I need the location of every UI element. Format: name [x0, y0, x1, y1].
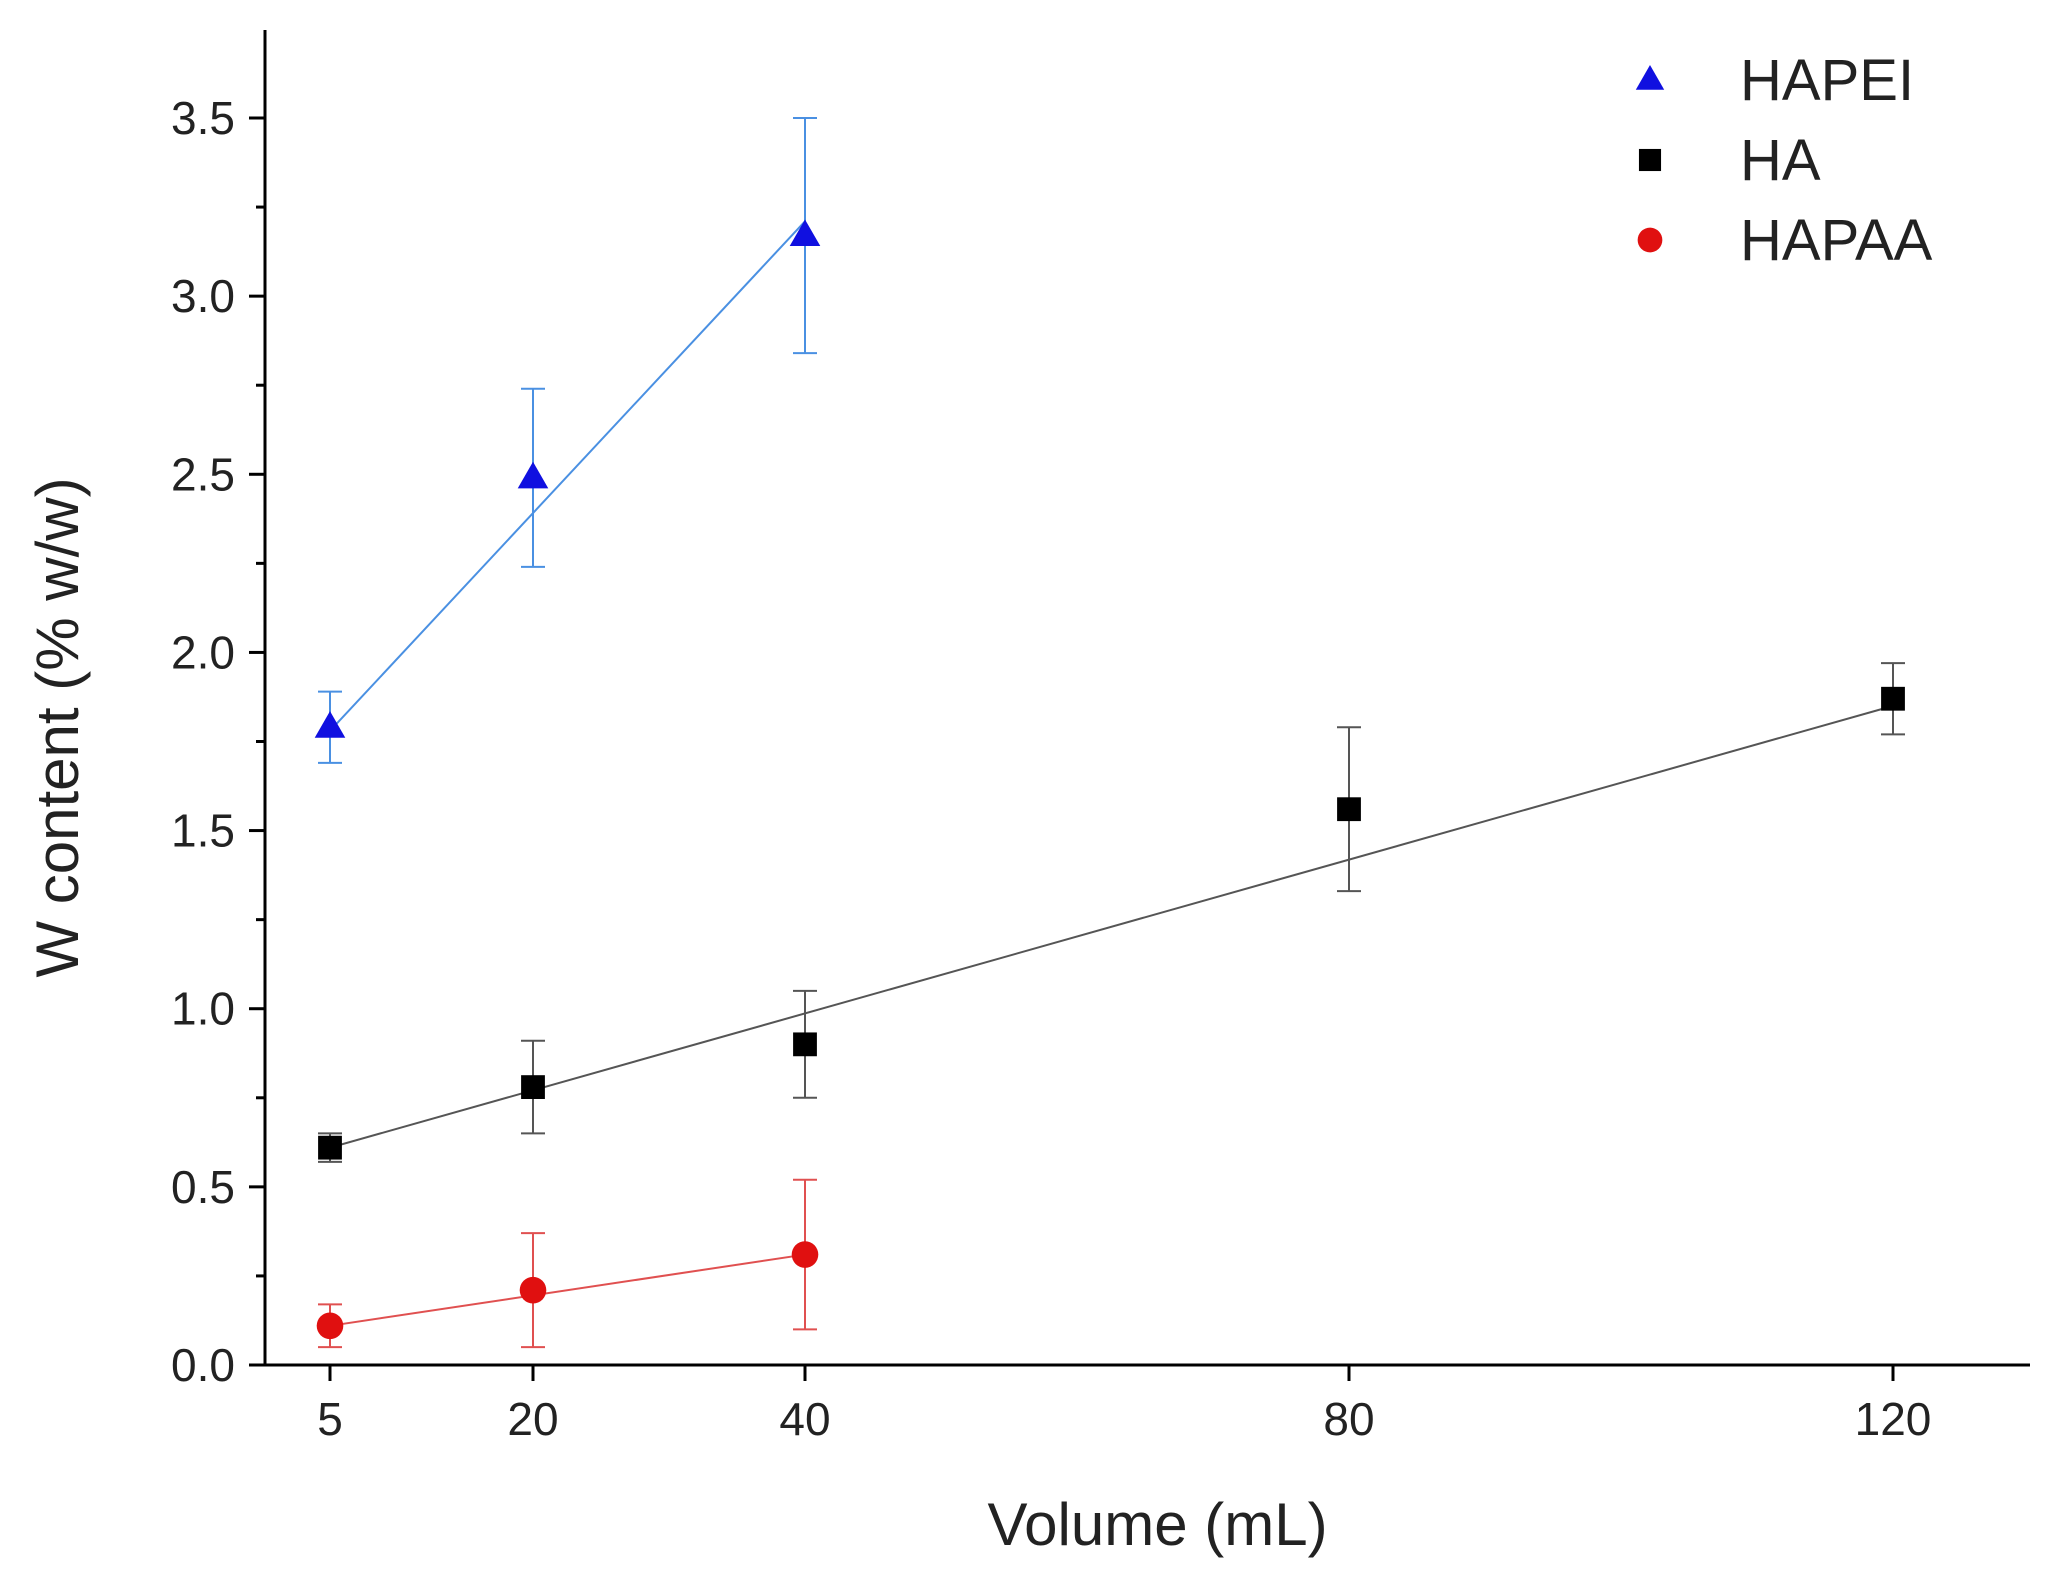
point-ha — [521, 1075, 545, 1099]
legend-marker-ha — [1638, 148, 1662, 172]
fit-line-hapaa — [329, 1253, 806, 1327]
fit-line-ha — [329, 704, 1894, 1149]
data-points — [314, 219, 1905, 1340]
point-hapei — [517, 461, 549, 489]
point-hapaa — [316, 1312, 344, 1340]
legend-marker-hapei — [1635, 65, 1665, 90]
point-hapaa — [791, 1241, 819, 1268]
point-ha — [793, 1032, 817, 1057]
fit-lines — [329, 220, 1894, 1327]
x-tick-label: 120 — [1855, 1393, 1932, 1445]
y-tick-label: 1.0 — [171, 983, 235, 1035]
legend-label-hapei: HAPEI — [1740, 48, 1914, 113]
y-tick-label: 0.5 — [171, 1161, 235, 1213]
y-tick-label: 1.5 — [171, 805, 235, 857]
fit-line-hapei — [329, 220, 806, 732]
x-tick-label: 5 — [317, 1393, 343, 1445]
point-hapaa — [519, 1276, 547, 1304]
y-tick-label: 0.0 — [171, 1339, 235, 1391]
x-tick-label: 20 — [507, 1393, 558, 1445]
legend-label-ha: HA — [1740, 128, 1821, 193]
legend-label-hapaa: HAPAA — [1740, 208, 1933, 273]
y-axis-label: W content (% w/w) — [24, 477, 91, 977]
legend-marker-hapaa — [1637, 227, 1663, 253]
point-ha — [318, 1135, 342, 1160]
x-tick-label: 80 — [1323, 1393, 1374, 1445]
legend: HAPEI HA HAPAA — [1635, 48, 1933, 273]
point-ha — [1881, 686, 1905, 711]
y-tick-label: 2.5 — [171, 448, 235, 500]
point-hapei — [789, 219, 821, 247]
y-tick-label: 3.0 — [171, 270, 235, 322]
point-ha — [1337, 797, 1361, 822]
axes: 0.0 0.5 1.0 1.5 2.0 2.5 3.0 3.5 5 20 40 80 120 — [171, 30, 2030, 1445]
y-tick-label: 2.0 — [171, 626, 235, 678]
point-hapei — [314, 711, 346, 738]
error-bars — [318, 117, 1905, 1349]
x-tick-label: 40 — [779, 1393, 830, 1445]
y-tick-label: 3.5 — [171, 92, 235, 144]
x-axis-label: Volume (mL) — [987, 1491, 1327, 1558]
